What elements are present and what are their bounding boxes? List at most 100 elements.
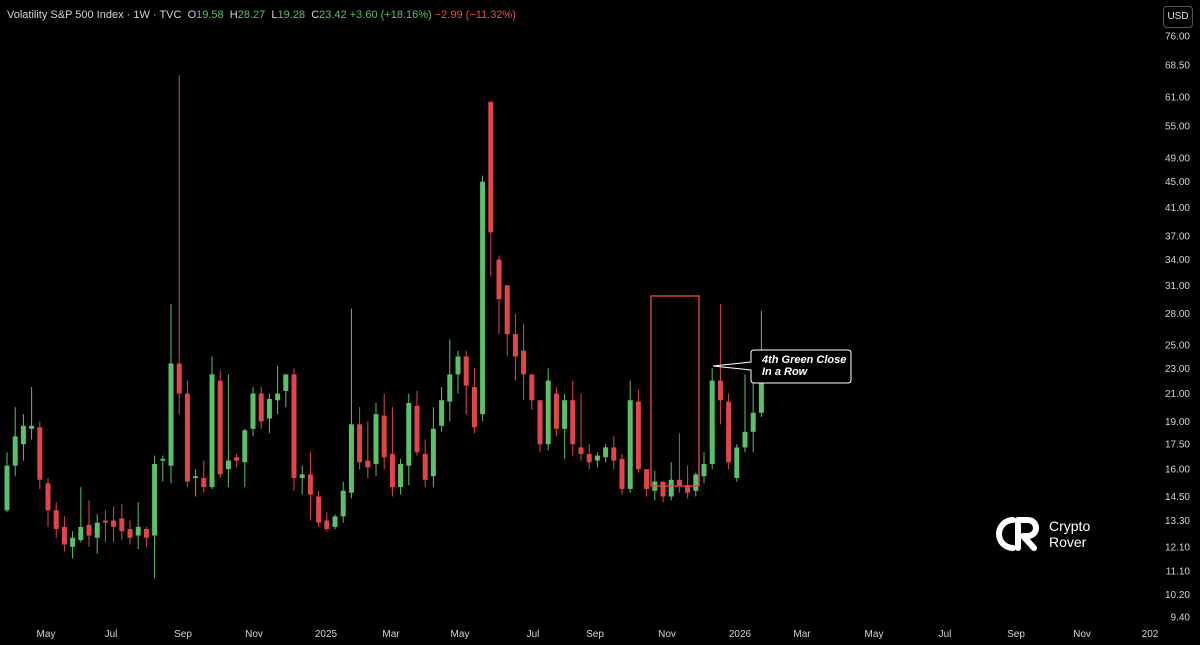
candle-body — [488, 101, 494, 233]
candle-body — [29, 425, 35, 429]
candle-body — [430, 428, 436, 477]
y-tick-label: 21.00 — [1165, 389, 1190, 400]
candle-body — [258, 393, 264, 422]
candle-body — [143, 529, 149, 538]
candle-body — [471, 387, 477, 428]
candle-body — [127, 529, 133, 538]
candle-body — [570, 400, 576, 445]
candle — [45, 477, 51, 527]
candle — [611, 436, 617, 470]
candle-body — [398, 463, 404, 488]
annotation-line-2: In a Row — [762, 366, 808, 378]
candle — [78, 487, 84, 543]
candle — [717, 303, 723, 425]
price-axis[interactable]: 76.00 68.50 61.00 55.00 49.00 45.00 41.00 37.00… — [1165, 32, 1190, 624]
candle-body — [635, 401, 641, 470]
candle — [324, 512, 330, 532]
candle-body — [176, 363, 182, 394]
candle-body — [365, 460, 371, 468]
crypto-rover-logo — [996, 517, 1039, 551]
candle — [676, 433, 682, 493]
candle-body — [111, 520, 117, 527]
y-tick-label: 25.00 — [1165, 341, 1190, 352]
candle-body — [119, 518, 125, 532]
x-tick-label: Sep — [586, 629, 604, 640]
candle — [12, 407, 18, 477]
y-tick-label: 76.00 — [1165, 32, 1190, 43]
x-tick-label: Nov — [658, 629, 676, 640]
candle-body — [357, 424, 363, 463]
chart-header: Volatility S&P 500 Index · 1W · TVC O19.… — [7, 9, 516, 21]
candle-body — [447, 374, 453, 402]
candle-body — [152, 463, 158, 536]
y-tick-label: 9.40 — [1171, 613, 1191, 624]
candle — [545, 368, 551, 451]
candle-body — [53, 510, 59, 530]
x-tick-label: May — [865, 629, 884, 640]
y-tick-label: 10.20 — [1165, 590, 1190, 601]
candle — [471, 368, 477, 434]
candle — [496, 255, 502, 335]
candle-body — [225, 460, 231, 470]
candle — [275, 365, 281, 415]
candle-body — [439, 400, 445, 426]
candle — [37, 421, 43, 489]
candle — [4, 452, 10, 513]
y-tick-label: 12.10 — [1165, 542, 1190, 553]
candles-layer — [4, 75, 764, 579]
candle-body — [78, 526, 84, 541]
candle — [406, 393, 412, 486]
candle-body — [660, 481, 666, 497]
candle-body — [381, 415, 387, 458]
y-tick-label: 45.00 — [1165, 177, 1190, 188]
y-tick-label: 61.00 — [1165, 93, 1190, 104]
candle — [504, 285, 510, 357]
candle — [578, 393, 584, 461]
candle — [283, 374, 289, 408]
candle — [529, 374, 535, 410]
symbol-title: Volatility S&P 500 Index · 1W · TVC — [7, 9, 182, 21]
candle-body — [86, 524, 92, 536]
change-secondary-value: −2.99 (−11.32%) — [434, 9, 516, 21]
candle-body — [193, 476, 199, 478]
candle-body — [594, 455, 600, 461]
candle — [701, 452, 707, 484]
candle-body — [250, 393, 256, 429]
candle — [168, 303, 174, 484]
candle-body — [299, 474, 305, 478]
candle-body — [389, 453, 395, 488]
candle-body — [586, 453, 592, 463]
y-tick-label: 11.10 — [1166, 566, 1191, 577]
candle-body — [422, 453, 428, 480]
candle — [668, 462, 674, 501]
candle-body — [709, 380, 715, 464]
candle — [242, 428, 248, 488]
x-tick-label: Mar — [382, 629, 400, 640]
candle-body — [521, 350, 527, 375]
candle-body — [275, 393, 281, 401]
currency-button[interactable]: USD — [1163, 6, 1193, 28]
candle-body — [324, 520, 330, 530]
y-tick-label: 28.00 — [1165, 309, 1190, 320]
candle — [127, 520, 133, 545]
x-tick-label: May — [451, 629, 470, 640]
candle-body — [414, 405, 420, 453]
y-tick-label: 23.00 — [1165, 364, 1190, 375]
candle-body — [217, 380, 223, 475]
candle — [381, 393, 387, 470]
time-axis[interactable]: May Jul Sep Nov 2025 Mar May Jul Sep Nov 2026 Mar Ma… — [37, 629, 1159, 640]
candle-body — [504, 285, 510, 335]
candle-body — [266, 398, 272, 419]
x-tick-label: Jul — [105, 629, 118, 640]
x-tick-label: 202 — [1142, 629, 1159, 640]
candle-body — [685, 485, 691, 493]
candle — [603, 444, 609, 463]
y-tick-label: 14.50 — [1165, 492, 1190, 503]
x-tick-label: Mar — [793, 629, 811, 640]
candle-body — [94, 522, 100, 538]
candle — [94, 514, 100, 554]
x-tick-label: Sep — [1007, 629, 1025, 640]
candle — [422, 439, 428, 488]
candle — [414, 390, 420, 456]
